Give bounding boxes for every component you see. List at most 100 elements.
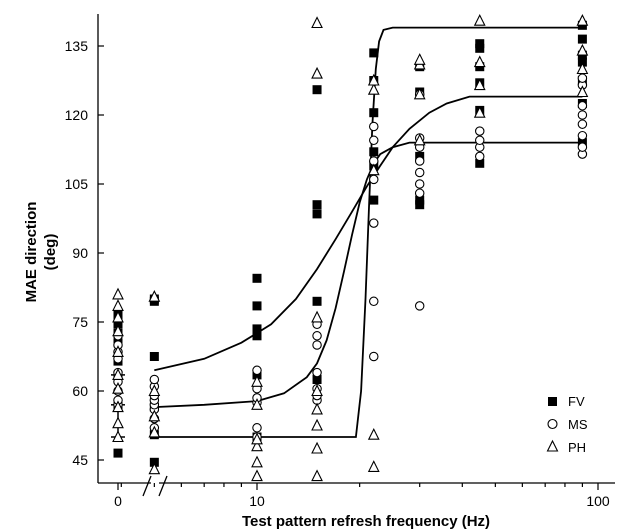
point-fv-32 — [415, 195, 425, 205]
point-ph-30 — [367, 427, 380, 440]
point-ph-8 — [112, 299, 124, 311]
point-ms-22 — [252, 365, 262, 376]
point-ms-53 — [577, 110, 588, 120]
point-ph-10 — [148, 462, 161, 475]
point-ph-32 — [367, 82, 380, 95]
point-ph-34 — [413, 133, 426, 146]
point-ph-33 — [367, 73, 380, 86]
y-tick-label-75: 75 — [72, 314, 88, 330]
point-fv-8 — [149, 457, 159, 467]
point-ph-15 — [251, 469, 263, 482]
legend-marker-ms — [547, 418, 558, 430]
point-ph-37 — [413, 53, 426, 65]
point-ms-26 — [312, 367, 322, 378]
point-ph-21 — [311, 469, 323, 482]
fit-curve-ms — [154, 141, 583, 408]
legend-label-ph: PH — [568, 440, 586, 455]
point-ms-51 — [577, 130, 588, 141]
point-ms-54 — [577, 101, 588, 111]
point-ph-28 — [311, 16, 323, 29]
point-fv-11 — [149, 352, 159, 361]
point-ph-3 — [112, 381, 124, 394]
point-ph-17 — [251, 439, 263, 452]
point-ms-16 — [149, 374, 160, 385]
point-ms-31 — [369, 296, 379, 307]
point-fv-20 — [312, 375, 322, 384]
point-ph-16 — [251, 455, 263, 468]
axis-titles: Test pattern refresh frequency (Hz) MAE … — [23, 202, 490, 530]
point-fv-21 — [312, 296, 322, 306]
point-fv-23 — [312, 200, 322, 210]
point-ph-27 — [311, 66, 323, 79]
x-tick-label-10: 10 — [249, 493, 265, 509]
point-ph-4 — [112, 368, 124, 380]
point-ph-6 — [112, 324, 124, 337]
y-axis-title-line2: (deg) — [42, 234, 59, 271]
point-ms-50 — [577, 142, 588, 152]
point-ms-27 — [312, 340, 322, 350]
y-tick-label-60: 60 — [72, 383, 88, 399]
point-ph-26 — [311, 310, 323, 323]
point-ms-41 — [414, 156, 425, 166]
point-ms-56 — [577, 73, 588, 83]
fit-curves — [154, 26, 583, 438]
point-ph-41 — [473, 13, 486, 26]
y-tick-label-105: 105 — [65, 176, 89, 192]
x-tick-label-0: 0 — [114, 493, 122, 509]
point-fv-16 — [252, 331, 262, 341]
point-fv-19 — [252, 273, 262, 283]
y-axis-title-line1: MAE direction — [23, 202, 40, 303]
point-ms-37 — [414, 301, 425, 311]
point-ms-45 — [474, 151, 485, 162]
point-ph-5 — [112, 345, 124, 357]
point-ms-36 — [369, 121, 379, 132]
y-ticks: 45 60 75 90 105 120 135 — [65, 38, 104, 468]
point-ph-11 — [148, 425, 161, 438]
point-ph-22 — [311, 441, 323, 454]
point-ph-0 — [112, 430, 124, 443]
point-ph-7 — [112, 310, 124, 323]
point-ph-39 — [473, 78, 486, 91]
y-tick-label-45: 45 — [72, 452, 88, 468]
point-fv-30 — [369, 48, 379, 58]
y-tick-label-135: 135 — [65, 38, 89, 54]
point-ph-1 — [112, 416, 124, 429]
point-ph-25 — [311, 384, 323, 397]
point-ms-28 — [312, 331, 322, 341]
point-ms-48 — [474, 126, 485, 136]
point-ph-38 — [473, 105, 486, 118]
point-ph-31 — [367, 163, 380, 176]
point-ph-13 — [148, 384, 161, 397]
point-fv-18 — [252, 301, 262, 311]
point-fv-6 — [113, 319, 123, 329]
point-ph-24 — [311, 402, 323, 415]
point-fv-25 — [369, 195, 379, 205]
x-axis-title: Test pattern refresh frequency (Hz) — [242, 513, 490, 530]
y-tick-label-120: 120 — [65, 107, 89, 123]
point-fv-41 — [475, 39, 485, 49]
point-ph-20 — [251, 375, 263, 387]
x-axis-break-mark-2 — [158, 475, 168, 497]
point-ph-44 — [576, 43, 589, 56]
point-fv-24 — [312, 85, 322, 95]
point-ms-32 — [369, 218, 379, 228]
point-ms-35 — [369, 135, 379, 146]
x-tick-label-100: 100 — [586, 493, 610, 509]
point-ph-29 — [367, 460, 380, 472]
point-ms-40 — [414, 167, 425, 178]
legend-label-fv: FV — [568, 394, 585, 409]
point-ph-40 — [473, 55, 486, 68]
point-ms-39 — [414, 179, 425, 189]
point-ms-47 — [474, 135, 485, 146]
x-axis-break-mark-1 — [142, 475, 152, 497]
point-ms-38 — [414, 188, 425, 198]
point-ph-9 — [112, 287, 124, 300]
point-ms-30 — [369, 351, 379, 362]
point-fv-40 — [475, 43, 485, 53]
legend-marker-fv — [548, 397, 557, 406]
x-ticks: 0 10 100 — [114, 483, 610, 509]
point-ms-18 — [252, 423, 262, 433]
point-fv-27 — [369, 147, 379, 157]
point-fv-45 — [577, 57, 587, 67]
point-ph-14 — [148, 289, 161, 302]
